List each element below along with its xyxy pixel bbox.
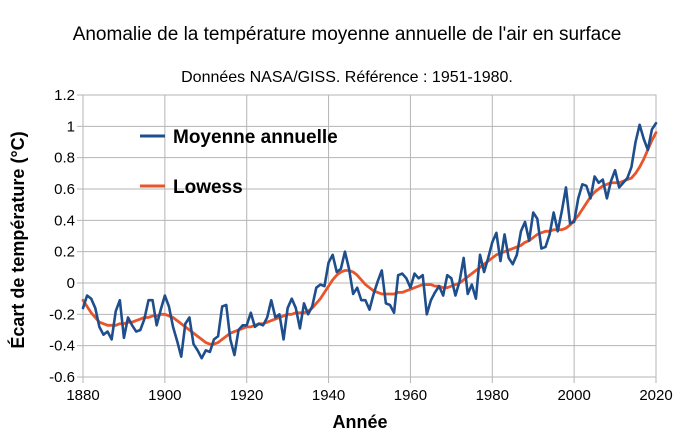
y-tick-label: 0.6 (54, 181, 75, 198)
x-tick-label: 1980 (476, 387, 509, 404)
chart-title: Anomalie de la température moyenne annue… (73, 24, 622, 45)
y-tick-label: -0.6 (49, 369, 75, 386)
y-tick-label: 0.2 (54, 244, 75, 261)
y-tick-label: 1.2 (54, 87, 75, 104)
legend-item: Moyenne annuelle (140, 127, 338, 148)
x-tick-label: 1920 (230, 387, 263, 404)
x-tick-label: 1940 (312, 387, 345, 404)
legend-item: Lowess (140, 177, 243, 198)
y-tick-label: 0 (67, 275, 75, 292)
x-tick-labels: 1880 1900 1920 1940 1960 1980 2000 2020 (66, 387, 672, 404)
series-line-annual-mean (81, 121, 658, 360)
gridlines (77, 94, 657, 383)
x-tick-label: 2000 (557, 387, 590, 404)
x-tick-label: 1960 (394, 387, 427, 404)
legend-label: Moyenne annuelle (173, 127, 338, 148)
y-tick-label: 0.8 (54, 150, 75, 167)
x-tick-label: 1880 (66, 387, 99, 404)
plot-area (82, 94, 657, 378)
x-axis-label: Année (332, 412, 387, 432)
series-group (81, 121, 658, 360)
y-tick-label: -0.4 (49, 338, 75, 355)
legend-label: Lowess (173, 177, 243, 198)
y-tick-label: -0.2 (49, 306, 75, 323)
y-tick-label: 0.4 (54, 212, 75, 229)
chart-subtitle: Données NASA/GISS. Référence : 1951-1980… (181, 69, 513, 86)
y-axis-label: Écart de température (°C) (7, 131, 28, 348)
y-tick-label: 1 (67, 118, 75, 135)
x-tick-label: 2020 (639, 387, 672, 404)
y-tick-labels: -0.6 -0.4 -0.2 0 0.2 0.4 0.6 0.8 1 1.2 (49, 87, 75, 386)
series-line-lowess (81, 131, 658, 346)
legend: Moyenne annuelle Lowess (140, 127, 338, 198)
x-tick-label: 1900 (148, 387, 181, 404)
